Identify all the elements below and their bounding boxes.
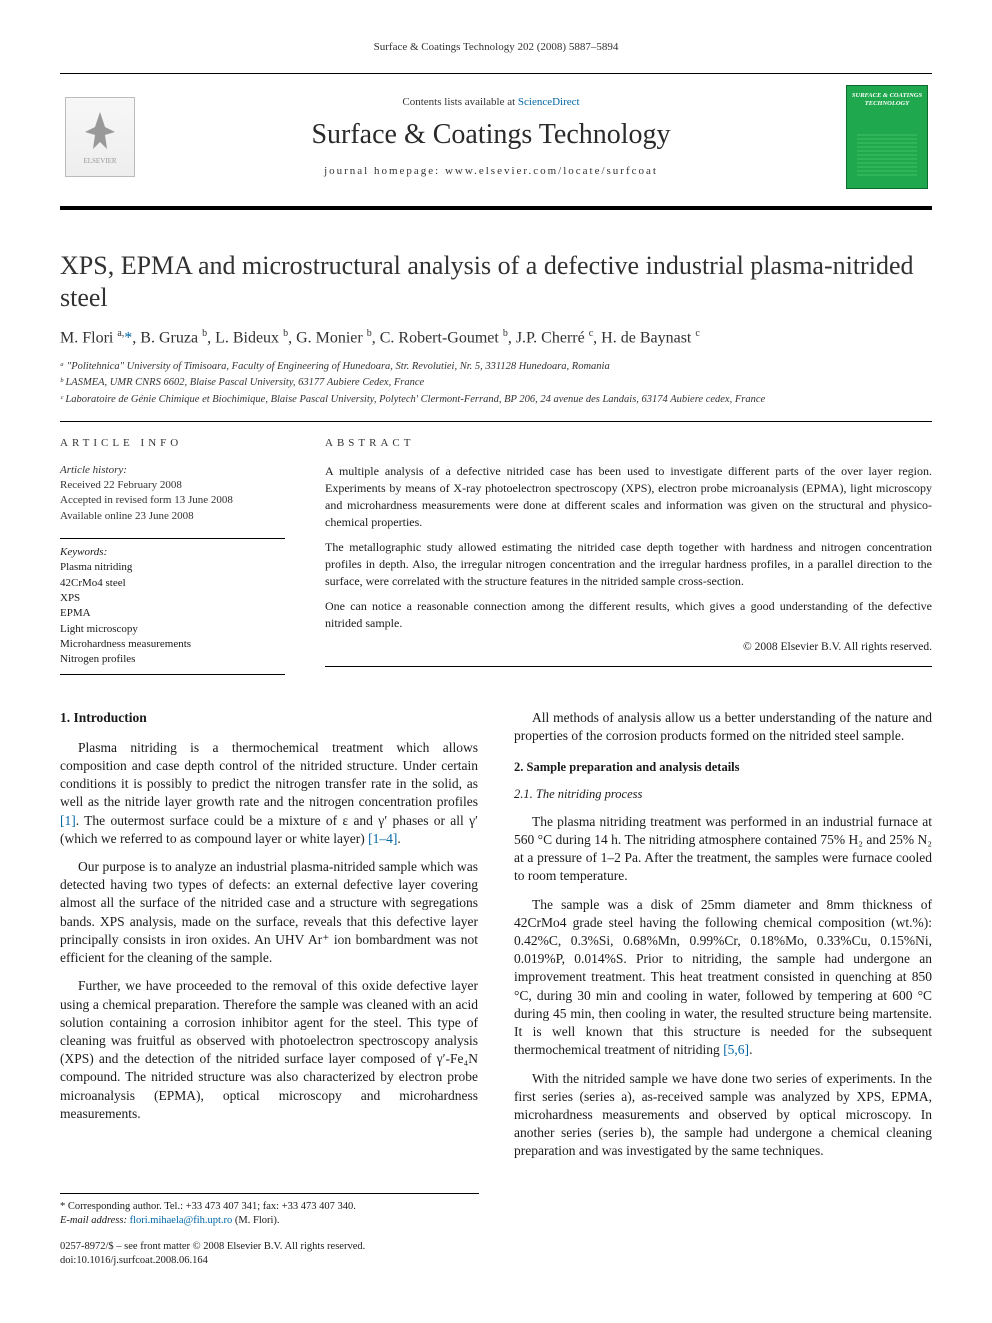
body-paragraph: All methods of analysis allow us a bette… [514,709,932,745]
keyword: Microhardness measurements [60,637,285,652]
contents-prefix: Contents lists available at [402,96,517,108]
corresponding-author-footnote: * Corresponding author. Tel.: +33 473 40… [60,1193,479,1228]
body-paragraph: Further, we have proceeded to the remova… [60,977,478,1123]
journal-name: Surface & Coatings Technology [140,116,842,154]
keyword: Light microscopy [60,622,285,637]
divider [325,666,932,667]
issn-line: 0257-8972/$ – see front matter © 2008 El… [60,1240,932,1254]
body-columns: 1. Introduction Plasma nitriding is a th… [60,709,932,1171]
history-list: Received 22 February 2008Accepted in rev… [60,478,285,524]
keyword: Plasma nitriding [60,560,285,575]
affiliation: ᵃ "Politehnica" University of Timisoara,… [60,359,932,374]
keywords-block: Keywords: Plasma nitriding42CrMo4 steelX… [60,538,285,675]
subsection-heading-process: 2.1. The nitriding process [514,786,932,803]
journal-masthead: ELSEVIER Contents lists available at Sci… [60,73,932,210]
keyword: EPMA [60,606,285,621]
abstract-paragraph: One can notice a reasonable connection a… [325,598,932,632]
body-paragraph: The sample was a disk of 25mm diameter a… [514,896,932,1060]
abstract-paragraph: A multiple analysis of a defective nitri… [325,463,932,531]
email-label: E-mail address: [60,1215,130,1226]
sciencedirect-link[interactable]: ScienceDirect [518,96,580,108]
corr-author-line: * Corresponding author. Tel.: +33 473 40… [60,1200,479,1214]
cover-text: SURFACE & COATINGS TECHNOLOGY [847,92,927,108]
keyword: XPS [60,591,285,606]
history-item: Accepted in revised form 13 June 2008 [60,493,285,508]
doi-line: doi:10.1016/j.surfcoat.2008.06.164 [60,1254,932,1268]
body-paragraph: Our purpose is to analyze an industrial … [60,858,478,967]
abstract-paragraph: The metallographic study allowed estimat… [325,539,932,590]
abstract-paragraphs: A multiple analysis of a defective nitri… [325,463,932,632]
corr-email-line: E-mail address: flori.mihaela@fih.upt.ro… [60,1214,479,1228]
affiliation: ᵇ LASMEA, UMR CNRS 6602, Blaise Pascal U… [60,375,932,390]
article-header: XPS, EPMA and microstructural analysis o… [60,250,932,407]
article-info-heading: article info [60,436,285,451]
affiliation-list: ᵃ "Politehnica" University of Timisoara,… [60,359,932,407]
publisher-logo-text: ELSEVIER [83,157,116,166]
info-abstract-row: article info Article history: Received 2… [60,436,932,681]
abstract-heading: abstract [325,436,932,451]
history-label: Article history: [60,463,285,478]
left-column: 1. Introduction Plasma nitriding is a th… [60,709,478,1171]
divider [60,421,932,422]
corr-email-link[interactable]: flori.mihaela@fih.upt.ro [130,1215,233,1226]
section-heading-intro: 1. Introduction [60,709,478,727]
keywords-label: Keywords: [60,545,285,560]
article-title: XPS, EPMA and microstructural analysis o… [60,250,932,313]
bottom-meta: 0257-8972/$ – see front matter © 2008 El… [60,1240,932,1268]
abstract-copyright: © 2008 Elsevier B.V. All rights reserved… [325,640,932,656]
section-heading-sample: 2. Sample preparation and analysis detai… [514,759,932,776]
contents-available: Contents lists available at ScienceDirec… [140,95,842,110]
history-item: Available online 23 June 2008 [60,509,285,524]
citation-link[interactable]: [1] [60,813,76,828]
body-paragraph: The plasma nitriding treatment was perfo… [514,813,932,886]
affiliation: ᶜ Laboratoire de Génie Chimique et Bioch… [60,392,932,407]
body-paragraph: Plasma nitriding is a thermochemical tre… [60,739,478,848]
citation-link[interactable]: [1–4] [368,831,397,846]
article-info-col: article info Article history: Received 2… [60,436,285,681]
elsevier-tree-icon: ELSEVIER [65,97,135,177]
body-paragraph: With the nitrided sample we have done tw… [514,1070,932,1161]
author-list: M. Flori a,*, B. Gruza b, L. Bideux b, G… [60,327,932,349]
email-suffix: (M. Flori). [232,1215,279,1226]
citation-link[interactable]: [5,6] [723,1042,749,1057]
history-item: Received 22 February 2008 [60,478,285,493]
right-column: All methods of analysis allow us a bette… [514,709,932,1171]
journal-homepage: journal homepage: www.elsevier.com/locat… [140,164,842,179]
keyword: 42CrMo4 steel [60,576,285,591]
publisher-logo: ELSEVIER [60,92,140,182]
abstract-col: abstract A multiple analysis of a defect… [325,436,932,681]
keywords-list: Plasma nitriding42CrMo4 steelXPSEPMALigh… [60,560,285,668]
journal-cover: SURFACE & COATINGS TECHNOLOGY [842,82,932,192]
keyword: Nitrogen profiles [60,652,285,667]
journal-cover-thumb: SURFACE & COATINGS TECHNOLOGY [846,85,928,189]
running-head: Surface & Coatings Technology 202 (2008)… [60,40,932,55]
